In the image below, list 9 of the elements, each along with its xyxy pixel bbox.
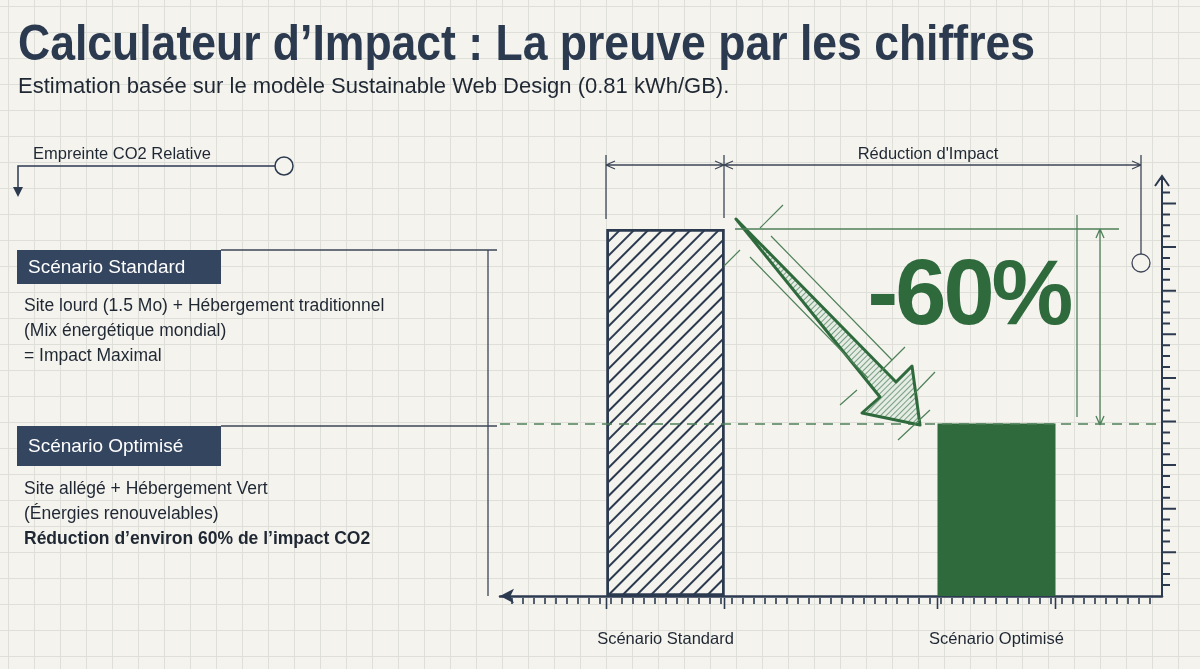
text: Site lourd (1.5 Mo) + Hébergement traditionnel (Mix énergétique mondial) = Impact Maximal: [24, 294, 385, 367]
text: Réduction d'Impact: [857, 143, 999, 163]
text: Empreinte CO2 Relative: [33, 144, 211, 163]
text: Site allégé + Hébergement Vert (Énergies renouvelables) Réduction d’environ 60% de l’impact CO2: [24, 477, 371, 550]
chart-title: Calculateur d’Impact : La preuve par les chiffres: [18, 14, 1035, 72]
text: Scénario Optimisé: [17, 426, 221, 466]
annotation: -60%: [867, 241, 1071, 343]
text: Scénario Standard: [17, 250, 221, 284]
chart-subtitle: Estimation basée sur le modèle Sustainable Web Design (0.81 kWh/GB).: [18, 73, 730, 99]
